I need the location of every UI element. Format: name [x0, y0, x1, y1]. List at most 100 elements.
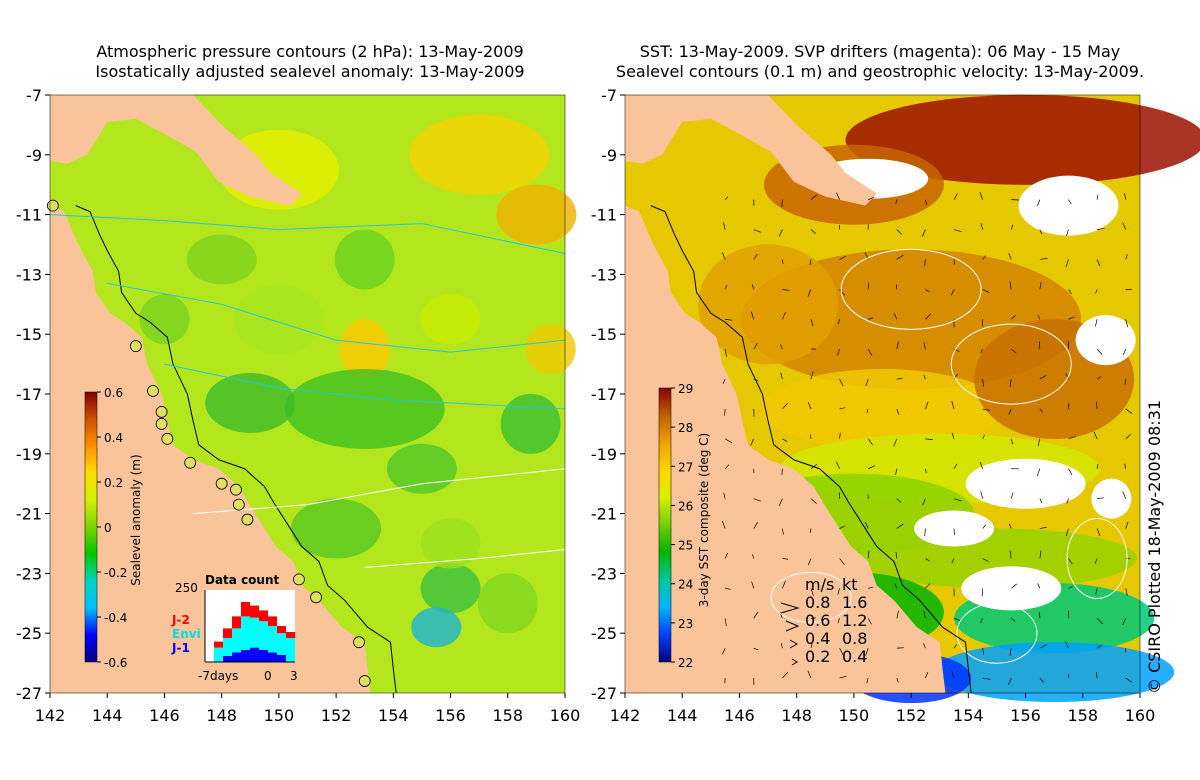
geostrophic-velocity-arrow	[925, 199, 927, 205]
lon-tick-label: 152	[896, 706, 927, 725]
geostrophic-velocity-arrow	[810, 498, 817, 504]
geostrophic-velocity-arrow	[1039, 526, 1047, 529]
lat-tick-label: -7	[26, 86, 42, 105]
sealevel-colorbar-label: Sealevel anomaly (m)	[129, 454, 143, 585]
velocity-arrow-0	[780, 602, 800, 614]
data-count-bar	[232, 628, 241, 653]
data-count-xlabel-end: 3	[290, 669, 298, 683]
lat-tick-label: -19	[16, 445, 42, 464]
lon-tick-label: 152	[321, 706, 352, 725]
geostrophic-velocity-arrow	[1095, 588, 1098, 595]
geostrophic-velocity-arrow	[724, 349, 727, 357]
geostrophic-velocity-arrow	[810, 229, 817, 234]
geostrophic-velocity-arrow	[839, 525, 845, 529]
geostrophic-velocity-arrow	[1065, 528, 1069, 537]
lat-tick-label: -13	[591, 265, 617, 284]
velocity-legend-kt-1: 1.2	[842, 611, 867, 630]
geostrophic-velocity-arrow	[835, 461, 840, 469]
geostrophic-velocity-arrow	[1068, 316, 1075, 320]
left-sealevel-map	[46, 94, 577, 694]
geostrophic-velocity-arrow	[896, 498, 902, 503]
geostrophic-velocity-arrow	[753, 253, 758, 260]
sla-patch	[420, 294, 481, 345]
geostrophic-velocity-arrow	[1096, 194, 1099, 200]
left-shelf-contour	[75, 205, 397, 694]
lat-tick-label: -19	[591, 445, 617, 464]
geostrophic-velocity-arrow	[925, 313, 932, 320]
geostrophic-velocity-arrow	[893, 313, 898, 320]
geostrophic-velocity-arrow	[810, 588, 814, 596]
geostrophic-velocity-arrow	[752, 554, 755, 559]
tide-gauge-marker	[184, 456, 197, 469]
data-count-histogram	[204, 590, 295, 663]
geostrophic-velocity-arrow	[982, 558, 989, 563]
lat-tick-label: -23	[16, 564, 42, 583]
geostrophic-velocity-arrow	[896, 254, 904, 260]
tide-gauge-marker	[293, 573, 305, 586]
geostrophic-velocity-arrow	[753, 647, 759, 651]
sla-patch	[477, 573, 538, 634]
geostrophic-velocity-arrow	[1039, 677, 1044, 683]
geostrophic-velocity-arrow	[753, 522, 759, 529]
lat-tick-label: -21	[591, 505, 617, 524]
sst-colorbar-tick-label: 24	[678, 578, 693, 592]
geostrophic-velocity-arrow	[953, 229, 962, 233]
geostrophic-velocity-arrow	[1036, 468, 1041, 477]
sst-patch	[845, 94, 1200, 185]
geostrophic-velocity-arrow	[896, 341, 899, 350]
geostrophic-velocity-arrow	[1096, 672, 1098, 679]
sla-patch	[420, 518, 481, 569]
left-land-australia	[50, 205, 371, 693]
geostrophic-velocity-arrow	[924, 259, 926, 267]
geostrophic-velocity-arrow	[923, 610, 926, 619]
geostrophic-velocity-arrow	[782, 259, 784, 265]
pressure-contour	[364, 548, 566, 568]
sst-colorbar: 29 28 27 26 25 24 23 22	[658, 382, 693, 670]
geostrophic-velocity-arrow	[780, 643, 783, 649]
sealevel-colorbar-tick-label: 0.4	[104, 431, 123, 445]
sst-colorbar-tick-label: 23	[678, 617, 693, 631]
sla-patch	[339, 319, 390, 380]
geostrophic-velocity-arrow	[1125, 588, 1128, 596]
geostrophic-velocity-arrow	[1125, 253, 1128, 260]
data-count-bar	[250, 617, 259, 648]
data-count-xlabel-zero: 0	[264, 669, 272, 683]
geostrophic-velocity-arrow	[782, 580, 786, 589]
cloud-mask	[1091, 478, 1132, 519]
geostrophic-velocity-arrow	[837, 618, 840, 624]
data-count-bar	[259, 610, 268, 622]
lon-tick-label: 154	[953, 706, 984, 725]
sealevel-colorbar-tick-label: -0.2	[104, 566, 127, 580]
geostrophic-velocity-arrow	[1011, 315, 1016, 320]
geostrophic-velocity-arrow	[1066, 498, 1069, 504]
velocity-legend-ms-2: 0.4	[805, 629, 830, 648]
geostrophic-velocity-arrow	[924, 528, 926, 537]
geostrophic-velocity-arrow	[1039, 375, 1047, 380]
geostrophic-velocity-arrow	[753, 498, 761, 502]
geostrophic-velocity-arrow	[979, 461, 983, 469]
geostrophic-velocity-arrow	[896, 378, 903, 380]
geostrophic-velocity-arrow	[782, 311, 786, 320]
geostrophic-velocity-arrow	[950, 289, 955, 296]
geostrophic-velocity-arrow	[1039, 257, 1048, 260]
geostrophic-velocity-arrow	[953, 193, 958, 200]
geostrophic-velocity-arrow	[1039, 644, 1048, 649]
lon-tick-label: 148	[781, 706, 812, 725]
tide-gauge-marker	[358, 675, 371, 687]
data-count-bar	[250, 647, 259, 662]
geostrophic-velocity-arrow	[778, 498, 783, 507]
data-count-bar	[232, 616, 241, 629]
tide-gauge-marker	[215, 477, 228, 490]
geostrophic-velocity-arrow	[1037, 315, 1041, 320]
geostrophic-velocity-arrow	[753, 229, 762, 233]
geostrophic-velocity-arrow	[1096, 644, 1103, 649]
geostrophic-velocity-arrow	[1124, 193, 1127, 200]
geostrophic-velocity-arrow	[753, 343, 758, 350]
geostrophic-velocity-arrow	[809, 528, 812, 533]
cloud-mask	[1018, 175, 1119, 236]
lon-tick-label: 154	[378, 706, 409, 725]
sst-patch	[762, 368, 1003, 449]
geostrophic-velocity-arrow	[922, 498, 926, 506]
sst-colorbar-tick-label: 27	[678, 460, 693, 474]
